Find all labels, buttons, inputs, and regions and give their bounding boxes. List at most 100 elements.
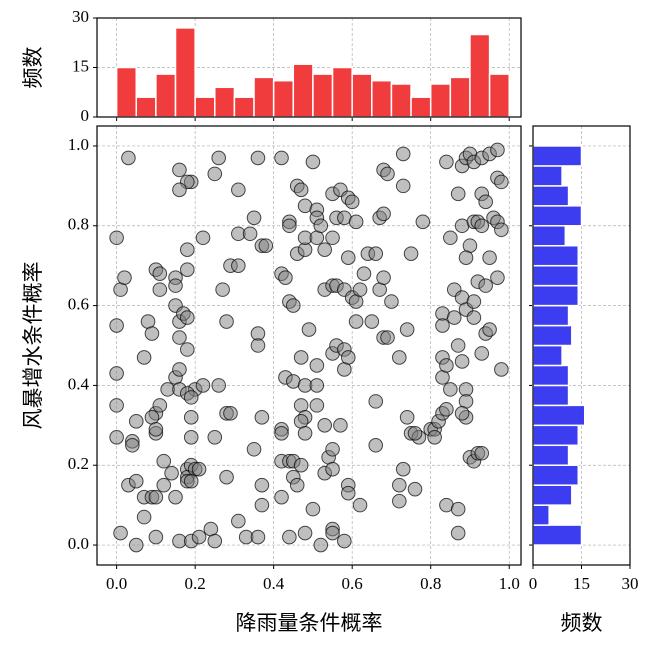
histogram-bar [351,73,373,118]
scatter-point [152,266,168,281]
histogram-bar [532,384,570,407]
scatter-point [172,330,187,345]
histogram-bar [292,63,314,118]
histogram-bar [174,27,196,118]
scatter-point [152,398,168,413]
scatter-point [376,270,391,285]
histogram-bar [331,66,353,118]
scatter-point [482,250,497,266]
histogram-bar [312,73,334,118]
scatter-point [466,310,482,325]
x-tick-label: 0.2 [185,574,206,593]
histogram-bar [532,145,583,167]
scatter-point [274,426,289,441]
scatter-point [128,473,144,489]
y-tick-label: 1.0 [68,135,89,154]
scatter-point [399,410,415,425]
histogram-bar [532,404,586,427]
scatter-point [399,322,415,337]
scatter-point [293,182,309,198]
scatter-point [148,489,164,505]
y-tick-label: 30 [72,7,89,26]
scatter-point [446,310,462,325]
histogram-bar [532,504,550,526]
scatter-point [494,362,509,377]
x-axis-label: 降雨量条件概率 [236,611,383,635]
scatter-point [415,214,431,230]
x-tick-label: 1.0 [499,574,520,593]
scatter-point [168,489,183,505]
histogram-bar [532,205,583,227]
y-tick-label: 0.2 [68,454,89,473]
scatter-point [443,382,458,397]
x-tick-label: 15 [573,574,590,593]
scatter-point [219,314,234,329]
scatter-point [148,422,164,437]
scatter-point [391,477,407,493]
scatter-point [183,390,199,405]
scatter-point [254,497,270,513]
histogram-bar [135,96,157,118]
histogram-bar [532,324,573,347]
scatter-point [282,218,297,234]
scatter-point [407,426,423,441]
histogram-bar [469,33,491,118]
scatter-point [183,429,199,445]
axes-frame [96,17,522,118]
scatter-point [450,338,466,353]
scatter-point [407,481,423,497]
scatter-point [348,314,364,329]
scatter-point [454,406,470,421]
scatter-point [344,194,360,210]
x-tick-label: 0.0 [106,574,127,593]
scatter-point [254,477,270,493]
histogram-bar [272,79,295,118]
scatter-point [443,230,458,246]
scatter-point [439,358,454,373]
scatter-point [136,509,152,525]
scatter-point [125,437,140,453]
histogram-bar [115,66,138,118]
scatter-point [364,314,380,329]
histogram-bar [233,96,255,118]
histogram-bar [429,83,452,118]
scatter-point [195,378,211,393]
scatter-point [128,537,144,553]
scatter-point [168,278,183,293]
scatter-point [109,318,124,333]
scatter-point [427,429,442,445]
scatter-point [368,437,384,453]
histogram-bar [155,73,177,118]
axes-frame [532,125,631,566]
histogram-bar [532,225,567,247]
scatter-point [152,282,168,297]
scatter-point [309,398,325,413]
scatter-point [490,270,505,285]
scatter-point [113,525,128,541]
scatter-point [482,322,497,337]
histogram-bar [532,165,563,187]
scatter-point [109,366,124,381]
scatter-point [474,218,490,234]
scatter-point [246,210,262,226]
scatter-point [305,154,321,170]
scatter-point [274,150,289,166]
scatter-point [325,525,340,541]
scatter-point [439,402,454,417]
scatter-point [368,394,384,409]
scatter-point [337,533,352,549]
scatter-point [450,501,466,517]
scatter-point [148,529,164,545]
scatter-point [250,150,266,166]
scatter-point [352,497,368,513]
histogram-bar [390,83,412,118]
scatter-point [450,525,466,541]
scatter-point [348,214,364,230]
y-tick-label: 15 [72,56,89,75]
scatter-point [439,154,454,170]
y-tick-label: 0.8 [68,215,89,234]
x-axis-label: 频数 [561,611,603,635]
histogram-bar [532,244,580,267]
scatter-point [458,250,474,266]
